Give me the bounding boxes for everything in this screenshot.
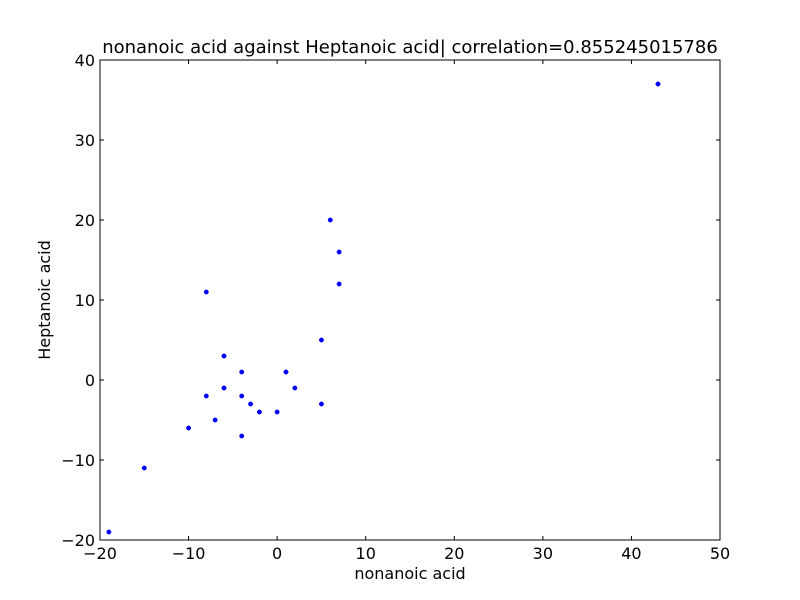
y-tick-label: 10: [75, 291, 95, 310]
y-axis-label: Heptanoic acid: [35, 240, 54, 360]
x-tick-label: 30: [533, 544, 553, 563]
x-tick-label: 0: [272, 544, 282, 563]
x-tick-label: 50: [710, 544, 730, 563]
y-tick-label: 20: [75, 211, 95, 230]
data-point: [274, 409, 280, 415]
data-point: [336, 281, 342, 287]
data-point: [655, 81, 661, 87]
data-point: [239, 433, 245, 439]
data-point: [221, 385, 227, 391]
y-tick-label: −20: [61, 531, 95, 550]
data-point: [327, 217, 333, 223]
y-tick-label: 30: [75, 131, 95, 150]
data-point: [283, 369, 289, 375]
x-axis: −20 −10 0 10 20 30 40 50: [83, 60, 730, 563]
data-point: [256, 409, 262, 415]
data-point: [318, 337, 324, 343]
data-point: [248, 401, 254, 407]
y-tick-label: 40: [75, 51, 95, 70]
data-point: [106, 529, 112, 535]
x-tick-label: −20: [83, 544, 117, 563]
x-tick-label: 40: [621, 544, 641, 563]
data-point: [292, 385, 298, 391]
x-axis-label: nonanoic acid: [354, 564, 465, 583]
x-tick-label: −10: [172, 544, 206, 563]
y-tick-label: 0: [85, 371, 95, 390]
data-point: [203, 393, 209, 399]
data-point: [239, 369, 245, 375]
plot-frame: [99, 59, 721, 541]
data-point: [221, 353, 227, 359]
x-tick-label: 20: [444, 544, 464, 563]
data-points: [106, 81, 661, 535]
data-point: [336, 249, 342, 255]
chart-title: nonanoic acid against Heptanoic acid| co…: [102, 37, 718, 58]
data-point: [203, 289, 209, 295]
data-point: [141, 465, 147, 471]
data-point: [212, 417, 218, 423]
data-point: [318, 401, 324, 407]
y-axis: −20 −10 0 10 20 30 40: [61, 51, 720, 550]
y-tick-label: −10: [61, 451, 95, 470]
x-tick-label: 10: [356, 544, 376, 563]
data-point: [186, 425, 192, 431]
data-point: [239, 393, 245, 399]
